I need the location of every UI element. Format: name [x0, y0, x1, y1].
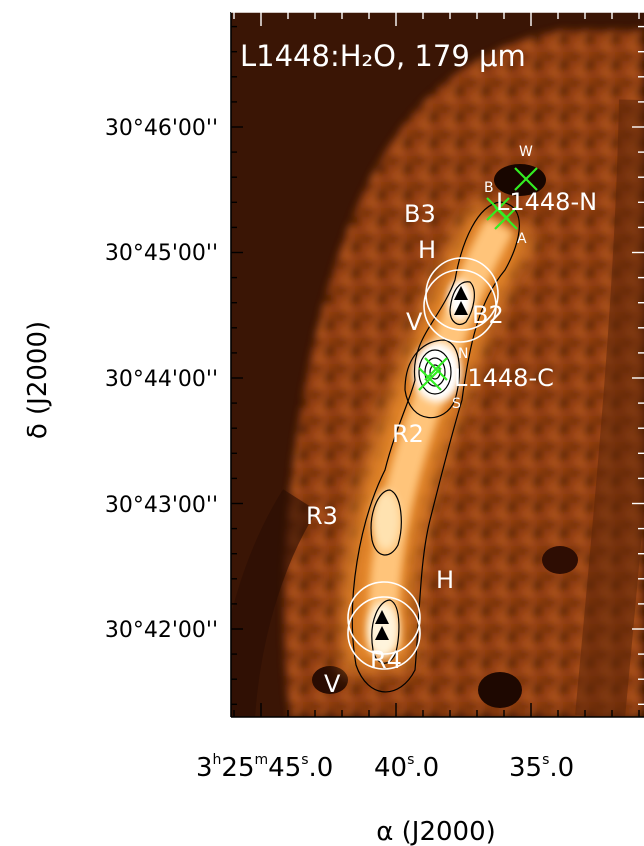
beam-circles: [347, 257, 499, 670]
contour-core-1: [418, 349, 452, 395]
annotation-label: S: [452, 396, 461, 412]
contour-outer: [351, 201, 520, 693]
contours: [351, 201, 520, 693]
triangle-icon: [454, 301, 468, 315]
annotation-label: B: [484, 180, 494, 196]
heatmap-image: [231, 12, 644, 717]
contour-mid-1: [371, 599, 400, 664]
annotation-label: A: [517, 231, 527, 247]
cross-icon: [418, 367, 442, 391]
annotation-label: V: [406, 308, 423, 336]
triangle-icon: [375, 610, 389, 624]
y-axis-label: δ (J2000): [23, 321, 53, 439]
annotation-label: H: [418, 236, 436, 264]
x-tick-label: 40s.0: [374, 752, 439, 783]
annotation-label: R2: [392, 420, 424, 448]
contour-mid-4: [449, 281, 475, 325]
x-tick-label: 35s.0: [509, 752, 574, 783]
y-tick-label: 30°46'00'': [105, 116, 218, 141]
triangle-markers: [375, 286, 468, 640]
tick-marks: [231, 12, 644, 717]
annotation-label: R3: [306, 502, 338, 530]
y-tick-label: 30°45'00'': [105, 241, 218, 266]
annotation-label: V: [324, 670, 341, 698]
beam-circle-r4-h: [347, 581, 421, 655]
annotation-label: L1448-N: [496, 188, 597, 216]
axes-frame: [230, 12, 644, 718]
chart-title: L1448:H₂O, 179 μm: [240, 39, 526, 73]
annotation-label: R4: [370, 646, 402, 674]
x-tick-label: 3h25m45s.0: [196, 752, 333, 783]
y-tick-labels: 30°46'00'' 30°45'00'' 30°44'00'' 30°43'0…: [105, 116, 218, 643]
beam-circle-r4-v: [347, 596, 421, 670]
y-tick-label: 30°43'00'': [105, 493, 218, 518]
annotation-label: B2: [472, 301, 504, 329]
y-tick-label: 30°44'00'': [105, 367, 218, 392]
annotation-label: H: [436, 566, 454, 594]
beam-circle-b2-v: [423, 269, 497, 343]
annotation-label: L1448-C: [454, 364, 554, 392]
x-axis-label: α (J2000): [376, 817, 496, 846]
annotation-label: W: [519, 144, 533, 160]
contour-mid-2: [370, 489, 402, 556]
contour-core-2: [424, 357, 446, 387]
y-tick-label: 30°42'00'': [105, 618, 218, 643]
annotation-label: B3: [404, 200, 436, 228]
annotation-label: N: [458, 346, 468, 362]
triangle-icon: [454, 286, 468, 300]
triangle-icon: [375, 626, 389, 640]
cross-icon: [494, 206, 518, 230]
annotations: B3 H B2 V L1448-C N S R2 R3 H R4 V L1448…: [306, 144, 597, 698]
source-markers: [418, 167, 538, 391]
x-tick-labels: 3h25m45s.0 40s.0 35s.0: [196, 752, 574, 783]
contour-mid-3: [404, 339, 460, 419]
cross-icon: [514, 167, 538, 191]
